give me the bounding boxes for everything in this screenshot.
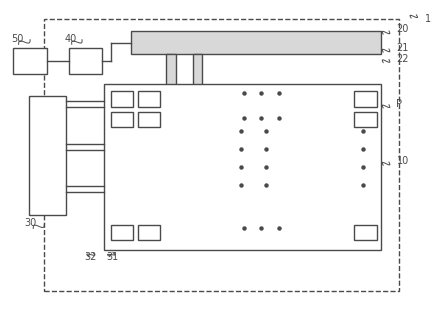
Text: 32: 32 bbox=[84, 252, 97, 262]
Text: 20: 20 bbox=[396, 24, 409, 34]
Bar bbox=[111, 91, 133, 107]
Bar bbox=[131, 31, 381, 54]
Bar bbox=[69, 48, 102, 74]
Bar bbox=[354, 112, 377, 127]
Text: 21: 21 bbox=[396, 43, 409, 53]
Bar bbox=[44, 19, 399, 291]
Bar bbox=[138, 112, 160, 127]
Bar bbox=[13, 48, 47, 74]
Bar bbox=[104, 84, 381, 250]
Text: 31: 31 bbox=[106, 252, 119, 262]
Text: 10: 10 bbox=[396, 156, 409, 166]
Bar bbox=[138, 91, 160, 107]
Bar bbox=[354, 225, 377, 240]
Text: P: P bbox=[396, 99, 403, 109]
Text: 22: 22 bbox=[396, 54, 409, 64]
Bar bbox=[193, 54, 202, 85]
Text: 30: 30 bbox=[24, 218, 37, 228]
Bar bbox=[138, 225, 160, 240]
Bar bbox=[29, 96, 66, 215]
Bar bbox=[166, 54, 176, 85]
Text: 40: 40 bbox=[64, 34, 77, 44]
Bar bbox=[111, 112, 133, 127]
Text: 50: 50 bbox=[11, 34, 23, 44]
Bar bbox=[354, 91, 377, 107]
Bar bbox=[111, 225, 133, 240]
Text: 1: 1 bbox=[425, 14, 431, 24]
